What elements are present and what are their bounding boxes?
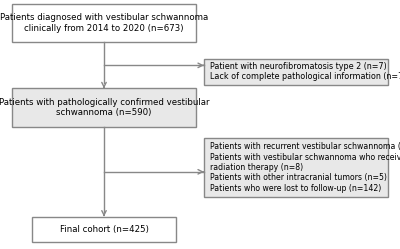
Text: Final cohort (n=425): Final cohort (n=425) <box>60 225 148 234</box>
FancyBboxPatch shape <box>204 59 388 85</box>
Text: Patients with pathologically confirmed vestibular
schwannoma (n=590): Patients with pathologically confirmed v… <box>0 98 209 117</box>
Text: Patients diagnosed with vestibular schwannoma
clinically from 2014 to 2020 (n=67: Patients diagnosed with vestibular schwa… <box>0 13 208 33</box>
FancyBboxPatch shape <box>12 88 196 127</box>
FancyBboxPatch shape <box>32 217 176 242</box>
Text: Patients with recurrent vestibular schwannoma (n=10)
Patients with vestibular sc: Patients with recurrent vestibular schwa… <box>210 142 400 193</box>
FancyBboxPatch shape <box>204 138 388 197</box>
FancyBboxPatch shape <box>12 4 196 42</box>
Text: Patient with neurofibromatosis type 2 (n=7)
Lack of complete pathological inform: Patient with neurofibromatosis type 2 (n… <box>210 62 400 81</box>
